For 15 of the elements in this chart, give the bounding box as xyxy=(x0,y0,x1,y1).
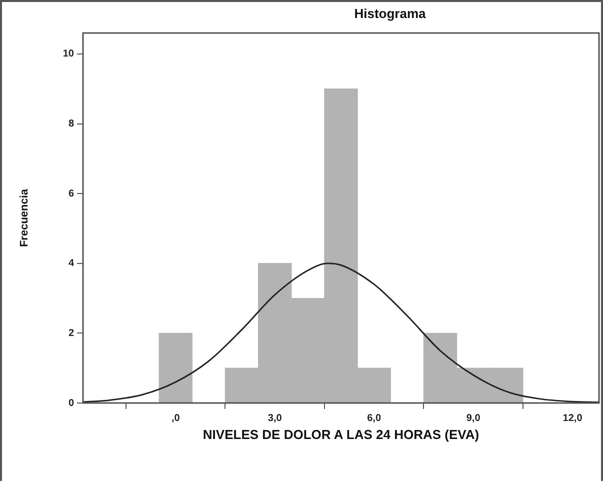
y-tick-label: 8 xyxy=(68,118,74,130)
y-axis-title: Frecuencia xyxy=(18,188,31,248)
y-tick-label: 10 xyxy=(62,48,74,60)
y-tick-label: 6 xyxy=(68,188,74,200)
x-tick-label: 6,0 xyxy=(367,412,382,424)
x-tick-label: 9,0 xyxy=(466,412,481,424)
x-axis-title: NIVELES DE DOLOR A LAS 24 HORAS (EVA) xyxy=(202,426,480,442)
y-tick-label: 4 xyxy=(68,258,74,270)
line-series xyxy=(83,262,599,403)
chart-title: Histograma xyxy=(353,6,427,21)
x-tick-label: 3,0 xyxy=(268,412,282,424)
y-tick-label: 2 xyxy=(68,328,74,339)
y-tick-label: 0 xyxy=(68,398,74,409)
x-tick-label: ,0 xyxy=(171,412,180,424)
x-tick-label: 12,0 xyxy=(562,412,583,424)
